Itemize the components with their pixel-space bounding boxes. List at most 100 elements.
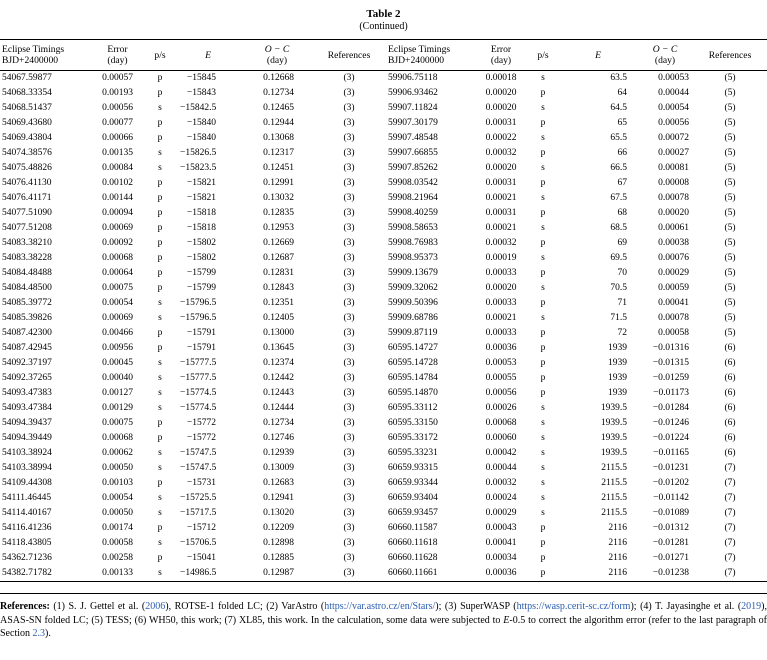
table-cell: (3) xyxy=(343,388,355,398)
table-cell: s xyxy=(158,463,162,473)
table-cell: (3) xyxy=(343,163,355,173)
table-cell: p xyxy=(540,328,546,338)
table-cell: s xyxy=(158,358,162,368)
table-cell: 0.12374 xyxy=(263,358,294,368)
table-cell: p xyxy=(157,193,163,203)
table-cell: (5) xyxy=(724,268,736,278)
table-cell: 0.00056 xyxy=(485,388,517,398)
table-cell: 0.12351 xyxy=(263,298,294,308)
table-cell: p xyxy=(157,343,163,353)
table-cell: −15772 xyxy=(186,433,216,443)
reference-link[interactable]: 2006 xyxy=(145,601,166,612)
table-cell: (3) xyxy=(343,103,355,113)
table-cell: 0.00033 xyxy=(485,328,517,338)
table-cell: 0.00057 xyxy=(102,73,133,83)
table-cell: 54077.51090 xyxy=(2,208,52,218)
table-cell: 59908.95373 xyxy=(388,253,438,263)
table-cell: 54083.38210 xyxy=(2,238,52,248)
table-cell: −14986.5 xyxy=(180,568,217,578)
table-cell: 0.13009 xyxy=(263,463,294,473)
note-text: ); (4) T. Jayasinghe et al. ( xyxy=(630,601,742,612)
table-cell: 68.5 xyxy=(610,223,627,233)
table-cell: 1939.5 xyxy=(600,433,627,443)
table-cell: 0.00174 xyxy=(102,523,133,533)
table-cell: 0.00102 xyxy=(102,178,133,188)
table-cell: 54087.42945 xyxy=(2,343,52,353)
table-cell: 2115.5 xyxy=(601,463,627,473)
table-cell: s xyxy=(541,403,545,413)
table-cell: 54076.41130 xyxy=(2,178,52,188)
reference-link[interactable]: 2.3 xyxy=(32,628,46,639)
table-row: 54382.71782 0.00133 s −14986.5 0.12987 (3) 606… xyxy=(0,566,767,582)
table-cell: −15731 xyxy=(186,478,216,488)
table-cell: 0.00103 xyxy=(102,478,133,488)
table-cell: (6) xyxy=(724,388,736,398)
table-cell: (3) xyxy=(343,328,355,338)
table-cell: 0.12843 xyxy=(263,283,294,293)
table-cell: (3) xyxy=(343,568,355,578)
table-cell: (7) xyxy=(724,463,736,473)
table-cell: 0.00077 xyxy=(102,118,133,128)
table-cell: 66.5 xyxy=(610,163,627,173)
table-cell: 59909.87119 xyxy=(388,328,438,338)
table-cell: s xyxy=(158,148,162,158)
table-cell: (6) xyxy=(724,433,736,443)
table-cell: 60595.33172 xyxy=(388,433,438,443)
table-row: 54068.51437 0.00056 s −15842.5 0.12465 (3) 599… xyxy=(0,101,767,116)
table-cell: 60660.11661 xyxy=(388,568,438,578)
table-row: 54069.43804 0.00066 p −15840 0.13068 (3) 59907… xyxy=(0,131,767,146)
table-cell: 59907.48548 xyxy=(388,133,438,143)
reference-link[interactable]: https://wasp.cerit-sc.cz/form xyxy=(516,601,631,612)
reference-link[interactable]: https://var.astro.cz/en/Stars/ xyxy=(324,601,436,612)
table-cell: 1939 xyxy=(608,358,627,368)
table-cell: p xyxy=(157,178,163,188)
reference-link[interactable]: 2019 xyxy=(741,601,762,612)
table-cell: 60659.93404 xyxy=(388,493,438,503)
table-cell: 0.12405 xyxy=(263,313,294,323)
table-title-block: Table 2 (Continued) xyxy=(0,8,767,32)
table-cell: 54069.43680 xyxy=(2,118,52,128)
table-row: 54093.47383 0.00127 s −15774.5 0.12443 (3) 605… xyxy=(0,386,767,401)
table-cell: (7) xyxy=(724,508,736,518)
table-cell: 0.00956 xyxy=(102,343,133,353)
table-cell: 54075.48826 xyxy=(2,163,52,173)
table-cell: 0.00019 xyxy=(485,253,517,263)
table-cell: (3) xyxy=(343,373,355,383)
table-cell: (3) xyxy=(343,448,355,458)
table-cell: 54111.46445 xyxy=(2,493,52,503)
table-cell: 0.00033 xyxy=(485,268,517,278)
table-cell: −0.01281 xyxy=(652,538,689,548)
table-cell: 0.12944 xyxy=(263,118,294,128)
table-cell: 0.00031 xyxy=(485,118,517,128)
table-cell: 0.00135 xyxy=(102,148,133,158)
table-cell: 0.12885 xyxy=(263,553,294,563)
table-cell: −15725.5 xyxy=(180,493,217,503)
note-text: ), ROTSE-1 folded LC; (2) VarAstro ( xyxy=(165,601,325,612)
table-cell: s xyxy=(541,253,545,263)
column-header-o-c: O − C (day) xyxy=(652,44,678,66)
table-cell: 0.00021 xyxy=(485,193,517,203)
table-cell: 0.13000 xyxy=(263,328,294,338)
table-cell: s xyxy=(541,163,545,173)
table-cell: −15840 xyxy=(186,133,216,143)
table-cell: 0.00043 xyxy=(485,523,517,533)
table-cell: 0.00069 xyxy=(102,313,133,323)
table-cell: (3) xyxy=(343,553,355,563)
table-cell: s xyxy=(541,418,545,428)
column-header-eclipse-timings: Eclipse Timings BJD+2400000 xyxy=(388,44,451,66)
table-cell: −15774.5 xyxy=(180,388,217,398)
table-row: 54092.37265 0.00040 s −15777.5 0.12442 (3) 605… xyxy=(0,371,767,386)
table-cell: s xyxy=(541,493,545,503)
table-cell: −15821 xyxy=(186,178,216,188)
table-cell: 60595.14870 xyxy=(388,388,438,398)
table-cell: 0.00127 xyxy=(102,388,133,398)
table-row: 54083.38228 0.00068 p −15802 0.12687 (3) 59908… xyxy=(0,251,767,266)
table-cell: 0.12444 xyxy=(263,403,294,413)
table-cell: 54114.40167 xyxy=(2,508,52,518)
table-cell: p xyxy=(540,553,546,563)
column-header-e: E xyxy=(205,49,211,61)
table-cell: 54109.44308 xyxy=(2,478,52,488)
column-header-error: Error (day) xyxy=(107,44,128,66)
note-text: References: xyxy=(0,601,54,612)
table-cell: (3) xyxy=(343,343,355,353)
